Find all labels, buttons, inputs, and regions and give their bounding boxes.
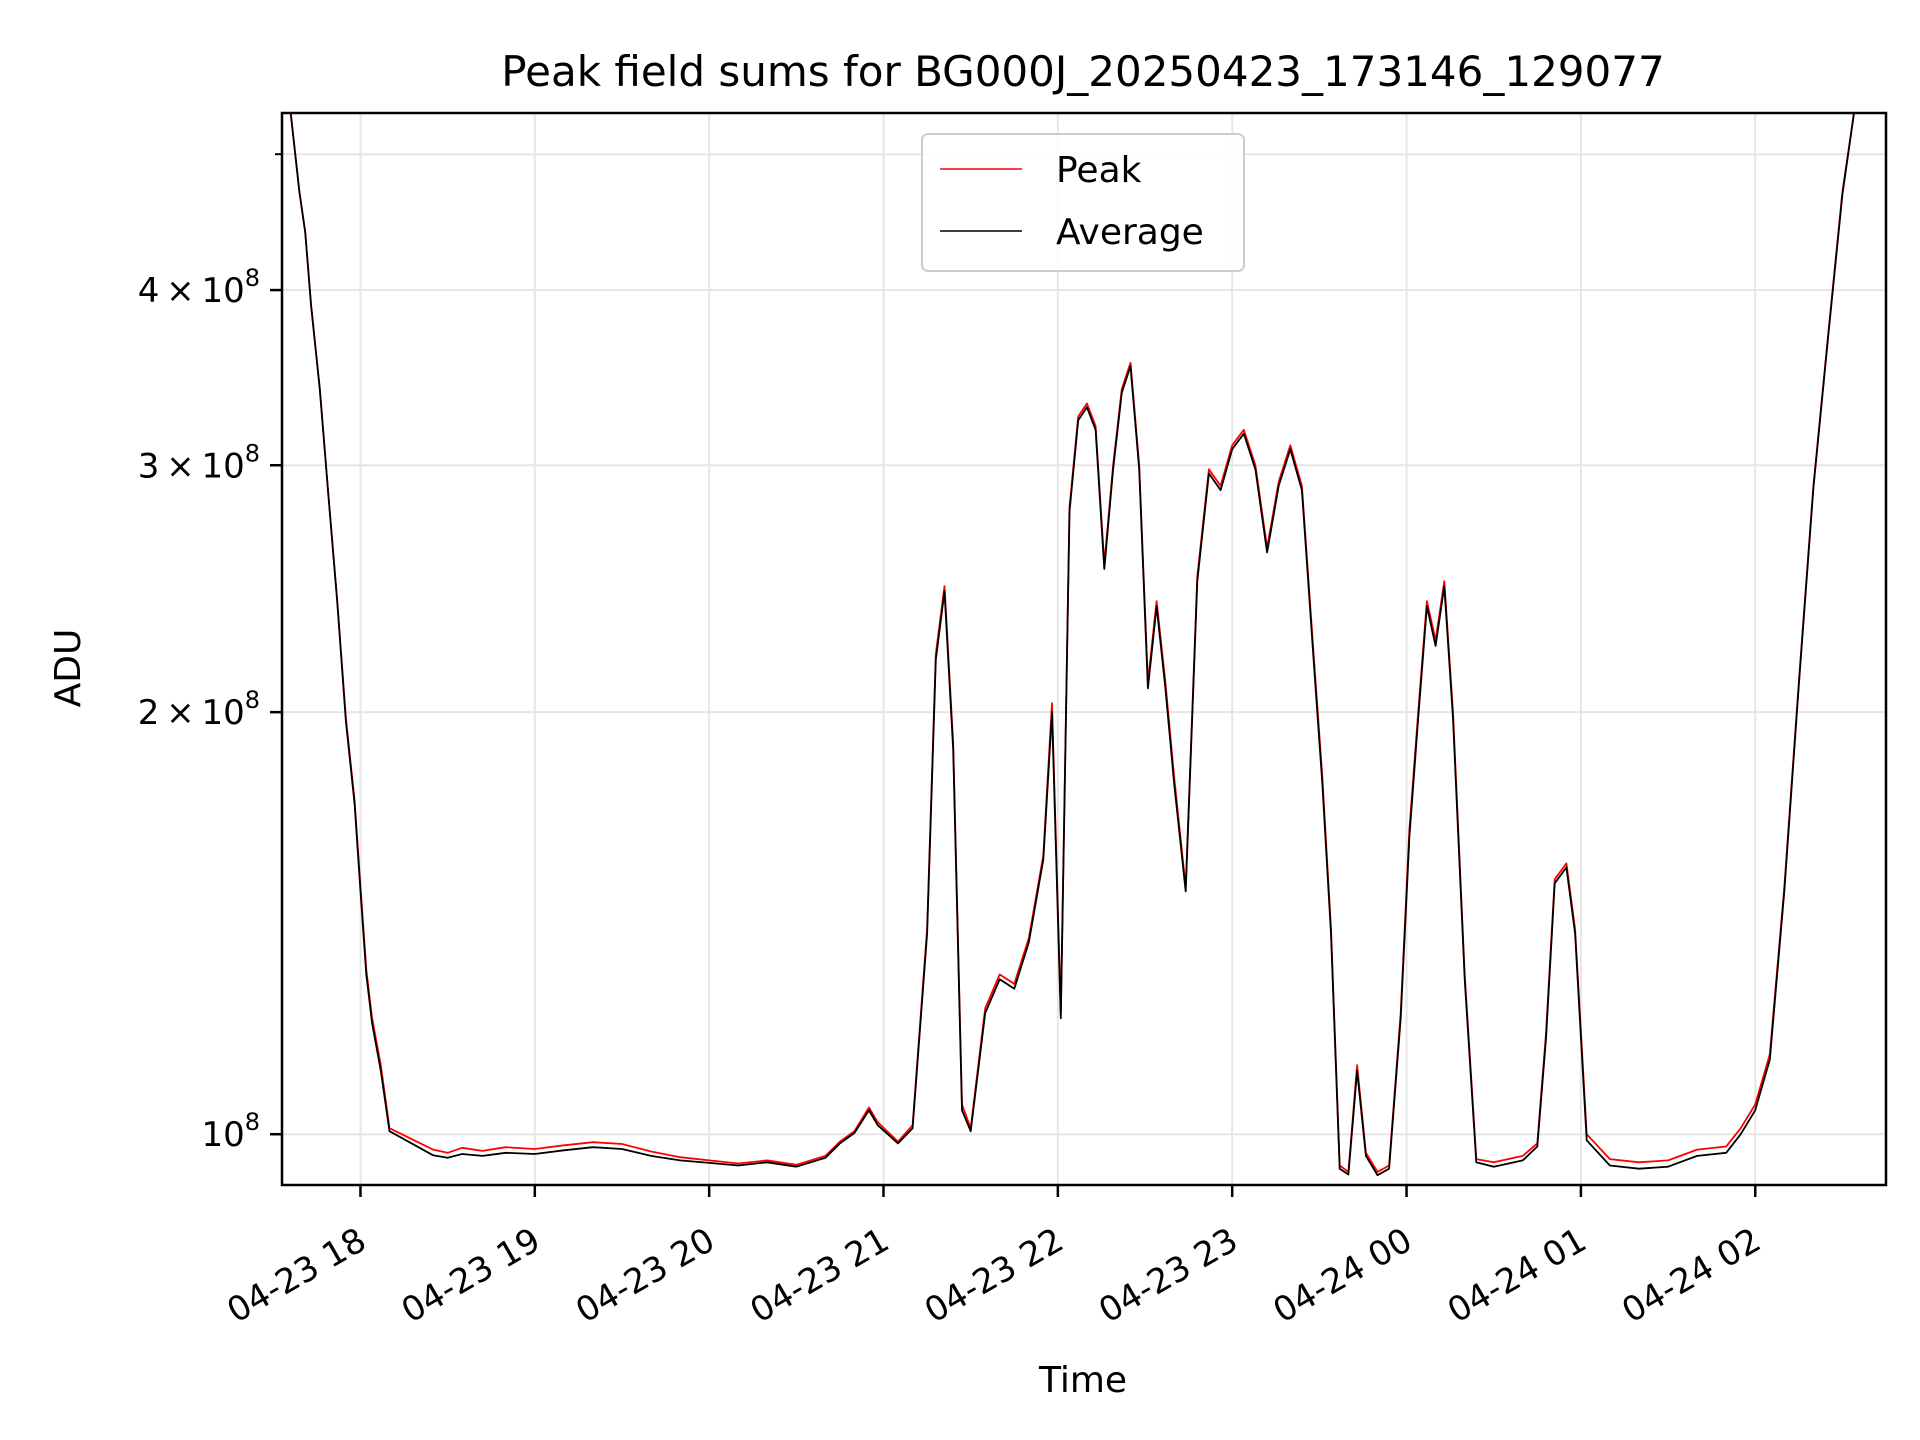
y-tick-label: 3 × 108 xyxy=(138,439,260,486)
y-axis: 108 2 × 108 3 × 108 4 × 108 xyxy=(138,153,282,1155)
y-tick-label: 108 xyxy=(201,1108,260,1155)
series-line-average xyxy=(289,113,1855,1177)
y-tick-label: 4 × 108 xyxy=(138,264,260,311)
y-tick-label: 2 × 108 xyxy=(138,686,260,733)
legend: Peak Average xyxy=(921,133,1245,272)
chart-title: Peak field sums for BG000J_20250423_1731… xyxy=(501,47,1664,96)
x-axis-label: Time xyxy=(1038,1360,1127,1401)
legend-peak-label: Peak xyxy=(1056,150,1142,191)
y-axis-label: ADU xyxy=(48,629,89,708)
legend-average-label: Average xyxy=(1056,212,1204,253)
series-layer xyxy=(289,113,1855,1177)
plot-frame xyxy=(280,111,1888,1187)
